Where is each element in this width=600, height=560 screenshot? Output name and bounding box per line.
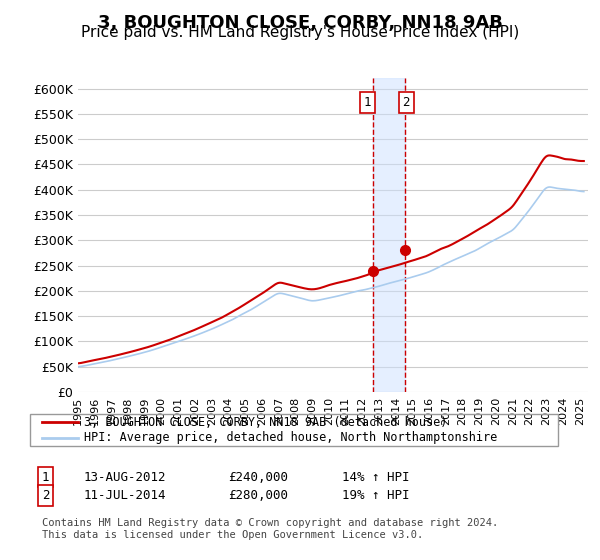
Text: 1: 1	[42, 470, 50, 484]
Text: 2: 2	[42, 489, 50, 502]
Text: 13-AUG-2012: 13-AUG-2012	[84, 470, 167, 484]
Text: 2: 2	[403, 96, 410, 109]
Text: 11-JUL-2014: 11-JUL-2014	[84, 489, 167, 502]
Text: £280,000: £280,000	[228, 489, 288, 502]
Text: 1: 1	[364, 96, 371, 109]
Bar	[373, 78, 404, 392]
Text: Price paid vs. HM Land Registry's House Price Index (HPI): Price paid vs. HM Land Registry's House …	[81, 25, 519, 40]
Text: HPI: Average price, detached house, North Northamptonshire: HPI: Average price, detached house, Nort…	[84, 431, 497, 445]
Text: 19% ↑ HPI: 19% ↑ HPI	[342, 489, 409, 502]
Text: £240,000: £240,000	[228, 470, 288, 484]
Text: 14% ↑ HPI: 14% ↑ HPI	[342, 470, 409, 484]
Text: Contains HM Land Registry data © Crown copyright and database right 2024.
This d: Contains HM Land Registry data © Crown c…	[42, 518, 498, 540]
Text: 3, BOUGHTON CLOSE, CORBY, NN18 9AB: 3, BOUGHTON CLOSE, CORBY, NN18 9AB	[98, 14, 502, 32]
Text: 3, BOUGHTON CLOSE, CORBY, NN18 9AB (detached house): 3, BOUGHTON CLOSE, CORBY, NN18 9AB (deta…	[84, 416, 448, 429]
